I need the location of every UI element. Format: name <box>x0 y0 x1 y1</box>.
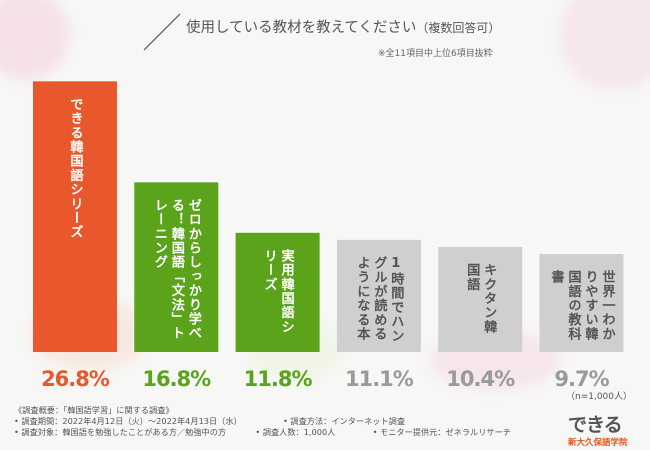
svg-text:ゼロからしっかり学べ: ゼロからしっかり学べ <box>186 198 202 340</box>
page-title: 使用している教材を教えてください（複数回答可） <box>186 20 501 36</box>
svg-text:グルが読める: グルが読める <box>371 255 387 342</box>
survey-period: • 調査期間：2022年4月12日（火）〜2022年4月13日（水） <box>14 416 242 426</box>
svg-text:世界一わか: 世界一わか <box>600 269 616 341</box>
svg-text:実用韓国語シ: 実用韓国語シ <box>279 247 295 334</box>
survey-footer: 《調査概要：「韓国語学習」に関する調査》 • 調査期間：2022年4月12日（火… <box>14 405 511 438</box>
survey-target: • 調査対象：韓国語を勉強したことがある方／勉強中の方 <box>14 427 227 437</box>
svg-text:書: 書 <box>549 269 565 285</box>
bar-chart: できる韓国語シリーズ 26.8% ゼロからしっかり学べる！韓国語「文法」トレーニング… <box>33 81 624 391</box>
svg-text:国語の教科: 国語の教科 <box>566 270 583 342</box>
bar-2 <box>134 182 219 352</box>
svg-text:る！韓国語「文法」ト: る！韓国語「文法」ト <box>169 198 185 340</box>
survey-monitor: • モニター提供元：ゼネラルリサーチ <box>372 427 511 437</box>
category-label-1: できる韓国語シリーズ <box>68 97 84 239</box>
survey-method: • 調査方法：インターネット調査 <box>282 416 406 426</box>
svg-text:りやすい韓: りやすい韓 <box>583 270 599 342</box>
svg-text:できる韓国語シリーズ: できる韓国語シリーズ <box>68 97 84 239</box>
bar-1 <box>33 81 117 352</box>
svg-text:レーニング: レーニング <box>152 198 168 269</box>
bar-5 <box>438 246 523 352</box>
title-suffix: （複数回答可） <box>416 21 501 35</box>
value-label-2: 16.8% <box>142 367 211 391</box>
logo-mark: できる <box>568 414 623 436</box>
survey-count: • 調査人数：1,000人 <box>255 427 336 437</box>
svg-text:リーズ: リーズ <box>262 249 278 292</box>
title-slash-decoration <box>143 13 181 51</box>
sample-size: （n=1,000人） <box>566 392 633 402</box>
bar-4 <box>336 239 421 352</box>
bar-3 <box>235 232 320 352</box>
svg-text:ようになる本: ようになる本 <box>354 256 370 342</box>
svg-text:国語: 国語 <box>464 263 480 292</box>
survey-overview: 《調査概要：「韓国語学習」に関する調査》 <box>14 405 174 415</box>
logo-name: 新大久保語学院 <box>568 438 628 448</box>
value-label-5: 10.4% <box>446 367 515 391</box>
chart-note: ※全11項目中上位6項目抜粋 <box>378 49 493 59</box>
svg-text:キクタン韓: キクタン韓 <box>481 263 497 334</box>
value-label-3: 11.8% <box>244 367 313 391</box>
value-label-1: 26.8% <box>41 367 110 391</box>
svg-text:1時間でハン: 1時間でハン <box>388 256 404 343</box>
brand-logo: できる 新大久保語学院 <box>568 410 640 448</box>
value-label-6: 9.7% <box>554 367 609 391</box>
value-label-4: 11.1% <box>345 367 414 391</box>
bar-6 <box>539 254 624 352</box>
